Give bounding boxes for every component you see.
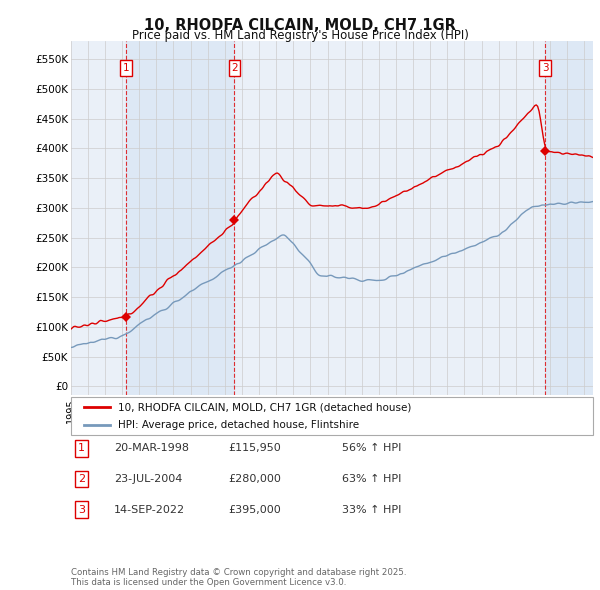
- Text: 10, RHODFA CILCAIN, MOLD, CH7 1GR: 10, RHODFA CILCAIN, MOLD, CH7 1GR: [144, 18, 456, 32]
- Text: HPI: Average price, detached house, Flintshire: HPI: Average price, detached house, Flin…: [118, 421, 359, 431]
- Text: 1: 1: [78, 444, 85, 453]
- Text: Contains HM Land Registry data © Crown copyright and database right 2025.
This d: Contains HM Land Registry data © Crown c…: [71, 568, 406, 587]
- Bar: [545, 41, 593, 395]
- Text: 20-MAR-1998: 20-MAR-1998: [114, 444, 189, 453]
- Text: 63% ↑ HPI: 63% ↑ HPI: [342, 474, 401, 484]
- Bar: [126, 41, 235, 395]
- Text: 3: 3: [78, 505, 85, 514]
- Text: 23-JUL-2004: 23-JUL-2004: [114, 474, 182, 484]
- Text: 2: 2: [231, 63, 238, 73]
- Text: £115,950: £115,950: [228, 444, 281, 453]
- Text: 14-SEP-2022: 14-SEP-2022: [114, 505, 185, 514]
- Text: 2: 2: [78, 474, 85, 484]
- Text: Price paid vs. HM Land Registry's House Price Index (HPI): Price paid vs. HM Land Registry's House …: [131, 30, 469, 42]
- Text: 33% ↑ HPI: 33% ↑ HPI: [342, 505, 401, 514]
- Text: 10, RHODFA CILCAIN, MOLD, CH7 1GR (detached house): 10, RHODFA CILCAIN, MOLD, CH7 1GR (detac…: [118, 402, 411, 412]
- Text: 1: 1: [122, 63, 129, 73]
- Text: 3: 3: [542, 63, 548, 73]
- Text: 56% ↑ HPI: 56% ↑ HPI: [342, 444, 401, 453]
- Text: £395,000: £395,000: [228, 505, 281, 514]
- Text: £280,000: £280,000: [228, 474, 281, 484]
